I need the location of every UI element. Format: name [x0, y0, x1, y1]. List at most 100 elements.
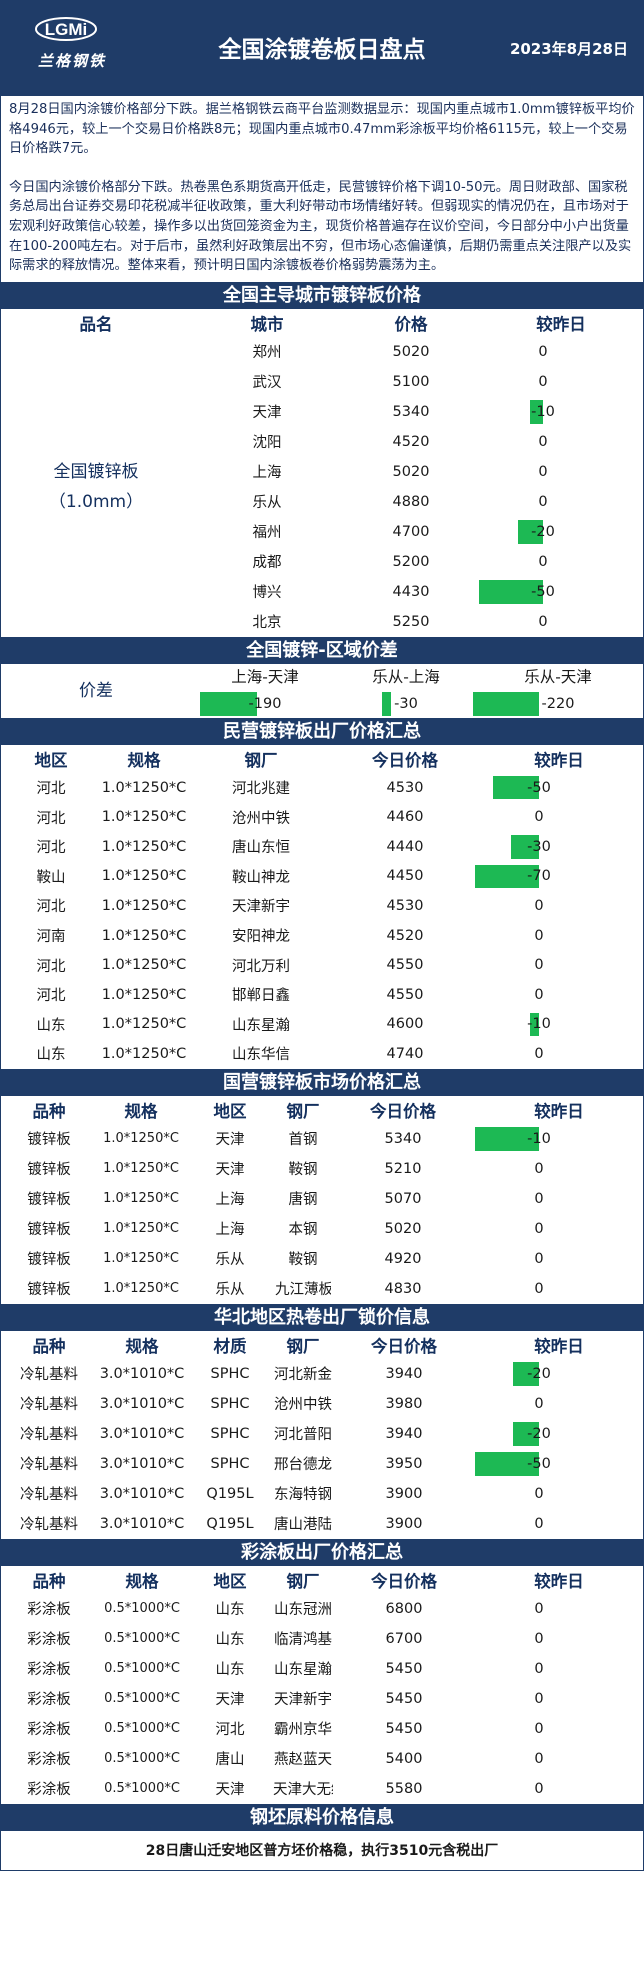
change-bar: [530, 1012, 539, 1037]
change-value: 0: [534, 1780, 544, 1797]
variety: 冷轧基料: [20, 1457, 78, 1474]
mill: 邯郸日鑫: [232, 988, 290, 1005]
change-cell: 0: [475, 1154, 643, 1184]
variety: 镀锌板: [27, 1162, 71, 1179]
region: 河北: [36, 840, 66, 857]
change-value: 0: [534, 957, 544, 974]
change-cell: 0: [475, 802, 643, 832]
price: 6800: [385, 1600, 423, 1617]
change-value: 0: [534, 1045, 544, 1062]
city-price: 5100: [392, 373, 430, 390]
change-value: 0: [538, 433, 548, 450]
region: 河北: [36, 899, 66, 916]
region: 河北: [36, 810, 66, 827]
spec: 1.0*1250*C: [101, 809, 187, 826]
change-cell: 0: [475, 1389, 643, 1419]
table-header: 品种 规格 材质 钢厂 今日价格 较昨日: [1, 1331, 643, 1359]
region: 河南: [36, 929, 66, 946]
spec: 1.0*1250*C: [103, 1131, 179, 1147]
change-cell: 0: [475, 1594, 643, 1624]
table-row: 镀锌板 1.0*1250*C 乐从 九江薄板 4830 0: [1, 1274, 643, 1304]
report-title: 全国涂镀卷板日盘点: [218, 37, 426, 63]
city-name: 福州: [252, 525, 282, 542]
table-row: 博兴 4430 -50: [191, 577, 643, 607]
table-row: 冷轧基料 3.0*1010*C Q195L 东海特钢 3900 0: [1, 1479, 643, 1509]
change-cell: 0: [475, 1509, 643, 1539]
change-value: 0: [534, 1690, 544, 1707]
change-value: -50: [527, 779, 551, 796]
header-material: 材质: [213, 1336, 247, 1356]
price: 4450: [386, 868, 424, 885]
mill: 天津新宇: [232, 899, 290, 916]
price: 4830: [384, 1280, 422, 1297]
spread-value: -30: [394, 695, 418, 712]
table-row: 河北 1.0*1250*C 邯郸日鑫 4550 0: [1, 980, 643, 1010]
city-price: 5020: [392, 343, 430, 360]
variety: 镀锌板: [27, 1132, 71, 1149]
change-cell: -50: [475, 773, 643, 803]
change-cell: 0: [475, 980, 643, 1010]
change-value: -10: [527, 1016, 551, 1033]
spread-bar: [382, 691, 391, 716]
table-row: 北京 5250 0: [191, 607, 643, 637]
price: 3940: [385, 1425, 423, 1442]
company-logo: LGMi 兰格钢铁: [22, 12, 122, 84]
change-value: -20: [531, 523, 555, 540]
region: 河北: [215, 1722, 245, 1739]
header-spec: 规格: [124, 1101, 158, 1121]
spec: 0.5*1000*C: [104, 1721, 180, 1737]
change-value: 0: [534, 1720, 544, 1737]
header-price: 今日价格: [371, 1571, 437, 1591]
summary-paragraph-2: 今日国内涂镀价格部分下跌。热卷黑色系期货高开低走，民营镀锌价格下调10-50元。…: [9, 179, 632, 274]
change-value: -50: [531, 583, 555, 600]
table-row: 福州 4700 -20: [191, 517, 643, 547]
change-value: 0: [534, 1160, 544, 1177]
change-bar: [479, 579, 543, 604]
logo-mark-text: LGMi: [45, 20, 88, 39]
region: 天津: [215, 1782, 245, 1799]
table-row: 镀锌板 1.0*1250*C 乐从 鞍钢 4920 0: [1, 1244, 643, 1274]
state-mills-table: 品种 规格 地区 钢厂 今日价格 较昨日 镀锌板 1.0*1250*C 天津 首钢 53…: [0, 1095, 644, 1304]
change-value: 0: [534, 897, 544, 914]
spread-bar: [473, 691, 539, 716]
change-cell: 0: [475, 1714, 643, 1744]
spread-col-bar-area: -30: [339, 690, 473, 718]
spec: 1.0*1250*C: [101, 838, 187, 855]
spec: 3.0*1010*C: [99, 1515, 185, 1532]
variety: 镀锌板: [27, 1222, 71, 1239]
change-value: 0: [534, 1280, 544, 1297]
change-cell: 0: [475, 1624, 643, 1654]
change-value: 0: [538, 553, 548, 570]
city-name: 武汉: [252, 375, 282, 392]
region: 河北: [36, 958, 66, 975]
mill: 山东星瀚: [274, 1662, 332, 1679]
table-header: 地区 规格 钢厂 今日价格 较昨日: [1, 745, 643, 773]
city-name: 北京: [252, 615, 282, 632]
city-name: 郑州: [252, 345, 282, 362]
region: 乐从: [215, 1252, 245, 1269]
spread-col: 乐从-上海 -30: [339, 664, 473, 718]
change-cell: -30: [475, 832, 643, 862]
price: 4550: [386, 957, 424, 974]
table-row: 河北 1.0*1250*C 唐山东恒 4440 -30: [1, 832, 643, 862]
variety: 镀锌板: [27, 1252, 71, 1269]
city-price: 4430: [392, 583, 430, 600]
spec: 1.0*1250*C: [101, 986, 187, 1003]
table-row: 冷轧基料 3.0*1010*C Q195L 唐山港陆 3900 0: [1, 1509, 643, 1539]
change-value: -20: [527, 1425, 551, 1442]
table-row: 冷轧基料 3.0*1010*C SPHC 河北普阳 3940 -20: [1, 1419, 643, 1449]
spec: 0.5*1000*C: [104, 1631, 180, 1647]
price: 5210: [384, 1160, 422, 1177]
spec: 1.0*1250*C: [103, 1281, 179, 1297]
variety: 彩涂板: [27, 1722, 71, 1739]
change-cell: 0: [475, 891, 643, 921]
table-header: 品种 规格 地区 钢厂 今日价格 较昨日: [1, 1566, 643, 1594]
change-value: -30: [527, 838, 551, 855]
change-bar: [513, 1421, 539, 1446]
variety: 冷轧基料: [20, 1517, 78, 1534]
change-value: -50: [527, 1455, 551, 1472]
header-price: 今日价格: [371, 1336, 437, 1356]
private-mills-title: 民营镀锌板出厂价格汇总: [0, 717, 644, 745]
spec: 3.0*1010*C: [99, 1395, 185, 1412]
material: SPHC: [210, 1455, 250, 1472]
